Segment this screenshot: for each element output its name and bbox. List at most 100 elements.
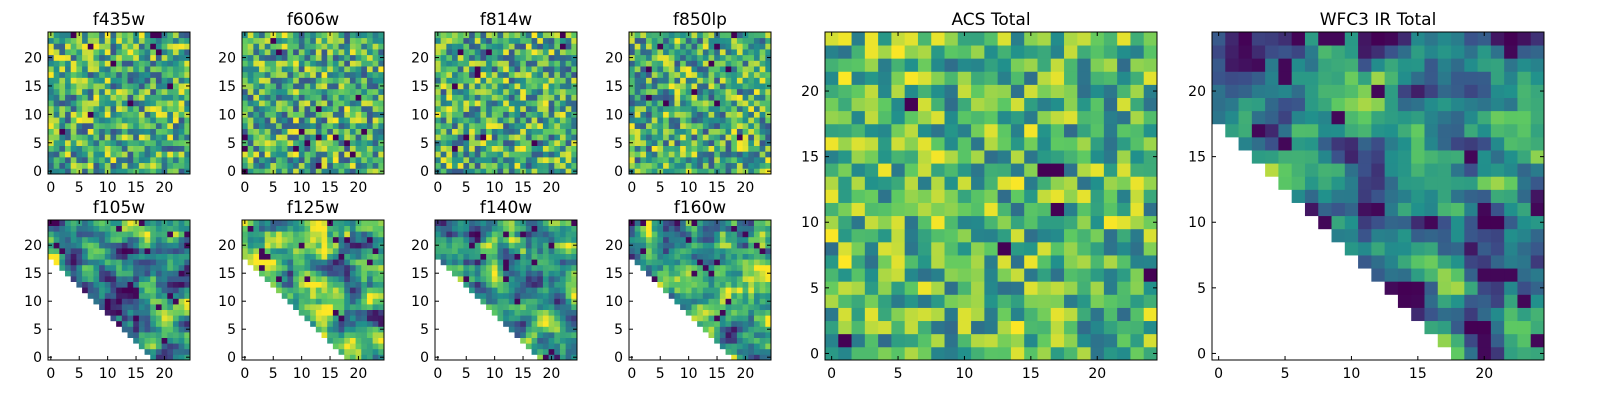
y-tick-label: 5 <box>614 322 623 338</box>
heatmap-cell <box>971 308 985 322</box>
heatmap-cell <box>446 49 452 55</box>
heatmap-cell <box>549 72 555 78</box>
heatmap-cell <box>322 89 328 95</box>
heatmap-cell <box>760 248 766 254</box>
heatmap-cell <box>686 242 692 248</box>
heatmap-cell <box>173 259 179 265</box>
heatmap-cell <box>754 157 760 163</box>
heatmap-cell <box>184 163 190 169</box>
heatmap-cell <box>179 298 185 304</box>
heatmap-cell <box>458 100 464 106</box>
heatmap-cell <box>720 242 726 248</box>
heatmap-cell <box>669 282 675 288</box>
heatmap-cell <box>515 123 521 129</box>
heatmap-cell <box>339 276 345 282</box>
heatmap-cell <box>674 83 680 89</box>
x-tick-label: 5 <box>656 366 665 382</box>
heatmap-cell <box>1130 321 1144 335</box>
y-tick-label: 15 <box>218 79 236 95</box>
heatmap-cell <box>367 332 373 338</box>
x-tick-label: 0 <box>627 180 636 196</box>
heatmap-cell <box>469 77 475 83</box>
heatmap-cell <box>333 298 339 304</box>
heatmap-cell <box>958 176 972 190</box>
heatmap-cell <box>145 112 151 118</box>
heatmap-cell <box>122 151 128 157</box>
heatmap-cell <box>526 270 532 276</box>
heatmap-cell <box>674 242 680 248</box>
heatmap-cell <box>765 100 771 106</box>
heatmap-cell <box>435 231 441 237</box>
heatmap-cell <box>128 259 134 265</box>
heatmap-cell <box>566 123 572 129</box>
heatmap-cell <box>316 32 322 38</box>
heatmap-cell <box>367 298 373 304</box>
heatmap-cell <box>59 38 65 44</box>
heatmap-cell <box>686 117 692 123</box>
heatmap-cell <box>133 315 139 321</box>
heatmap-cell <box>339 123 345 129</box>
heatmap-cell <box>150 231 156 237</box>
heatmap-cell <box>703 140 709 146</box>
heatmap-cell <box>497 112 503 118</box>
heatmap-cell <box>503 94 509 100</box>
heatmap-cell <box>918 137 932 151</box>
heatmap-cell <box>458 168 464 174</box>
heatmap-cell <box>709 282 715 288</box>
heatmap-cell <box>367 220 373 226</box>
heatmap-cell <box>1064 189 1078 203</box>
heatmap-cell <box>344 60 350 66</box>
heatmap-cell <box>248 55 254 61</box>
heatmap-cell <box>669 100 675 106</box>
heatmap-cell <box>703 231 709 237</box>
heatmap-cell <box>162 140 168 146</box>
heatmap-cell <box>971 137 985 151</box>
heatmap-cell <box>1037 137 1051 151</box>
heatmap-cell <box>333 163 339 169</box>
heatmap-cell <box>361 349 367 355</box>
heatmap-cell <box>162 293 168 299</box>
heatmap-cell <box>270 89 276 95</box>
heatmap-cell <box>469 265 475 271</box>
heatmap-cell <box>726 248 732 254</box>
heatmap-cell <box>520 259 526 265</box>
heatmap-cell <box>361 287 367 293</box>
heatmap-cell <box>167 49 173 55</box>
heatmap-cell <box>560 60 566 66</box>
heatmap-cell <box>122 89 128 95</box>
heatmap-cell <box>265 157 271 163</box>
heatmap-cell <box>1011 308 1025 322</box>
heatmap-cell <box>475 282 481 288</box>
heatmap-cell <box>150 77 156 83</box>
heatmap-cell <box>475 248 481 254</box>
heatmap-cell <box>657 77 663 83</box>
heatmap-cell <box>520 304 526 310</box>
heatmap-cell <box>48 123 54 129</box>
y-tick-label: 0 <box>33 350 42 366</box>
heatmap-cell <box>373 349 379 355</box>
heatmap-cell <box>509 123 515 129</box>
heatmap-cell <box>1117 150 1131 164</box>
heatmap-cell <box>82 282 88 288</box>
heatmap-cell <box>1024 294 1038 308</box>
heatmap-cell <box>554 259 560 265</box>
heatmap-cell <box>145 326 151 332</box>
heatmap-cell <box>150 282 156 288</box>
y-tick-label: 15 <box>411 266 429 282</box>
heatmap-cell <box>520 231 526 237</box>
heatmap-cell <box>480 134 486 140</box>
heatmap-cell <box>680 123 686 129</box>
heatmap-cell <box>99 83 105 89</box>
heatmap-cell <box>984 334 998 348</box>
heatmap-cell <box>475 265 481 271</box>
heatmap-cell <box>852 216 866 230</box>
heatmap-cell <box>560 100 566 106</box>
heatmap-cell <box>59 49 65 55</box>
heatmap-cell <box>139 248 145 254</box>
heatmap-cell <box>657 55 663 61</box>
heatmap-cell <box>1104 347 1118 361</box>
heatmap-cell <box>549 123 555 129</box>
heatmap-cell <box>566 55 572 61</box>
heatmap-cell <box>361 49 367 55</box>
heatmap-cell <box>669 231 675 237</box>
